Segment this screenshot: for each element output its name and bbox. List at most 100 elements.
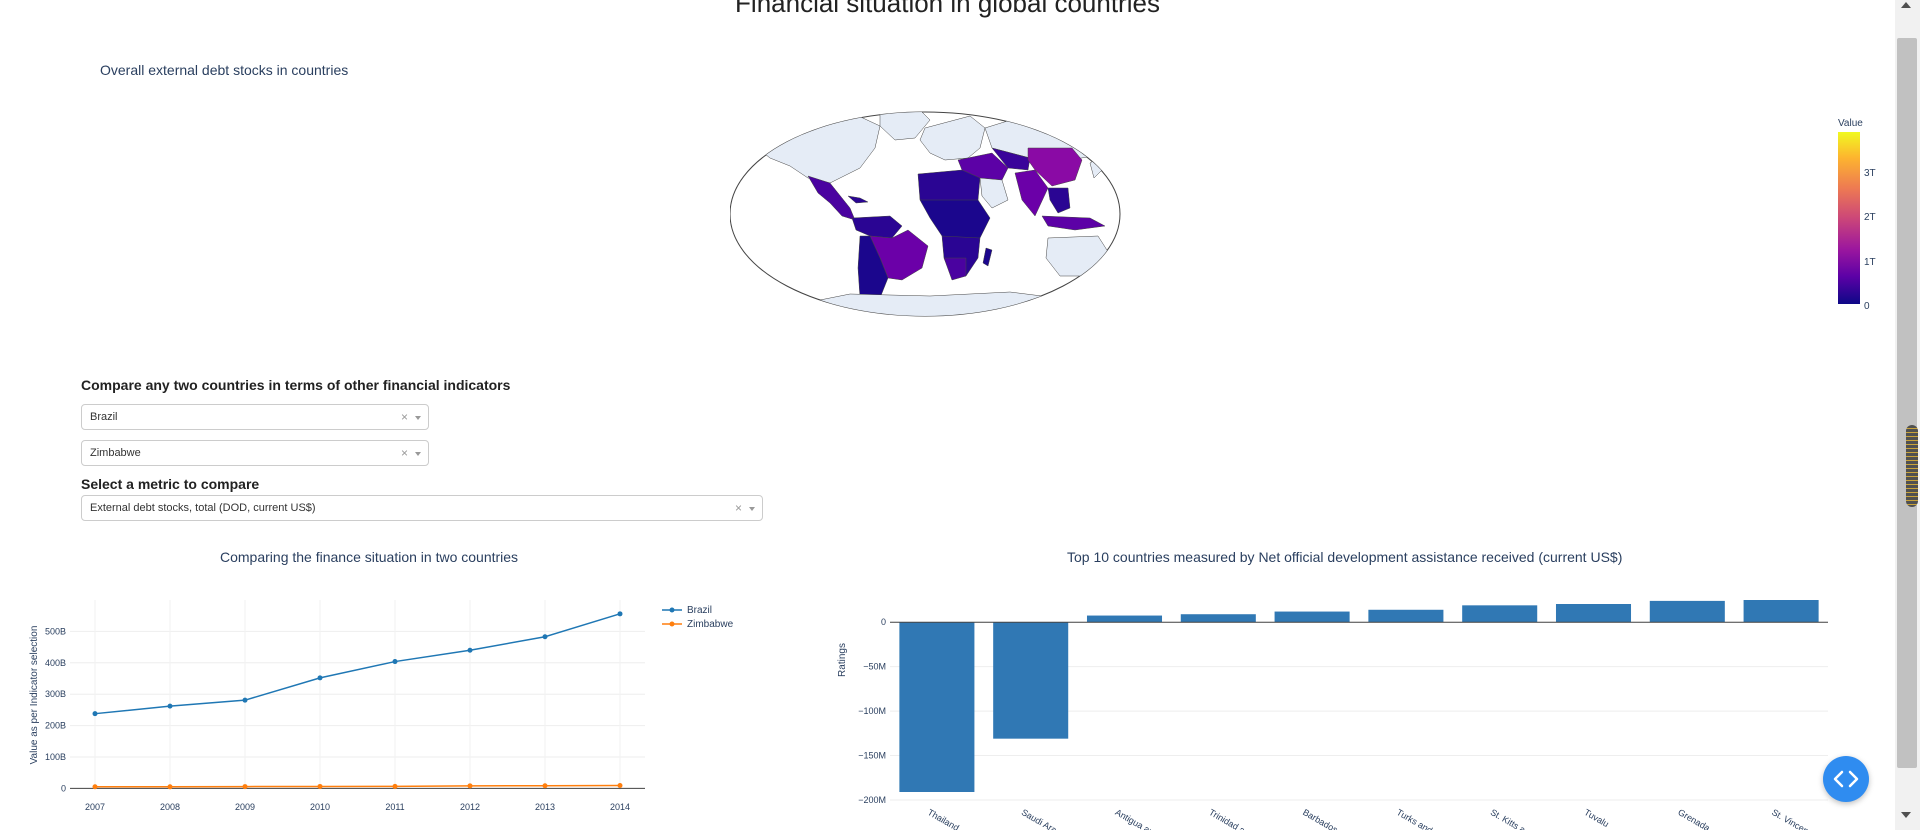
- x-tick-label: 2007: [85, 802, 105, 812]
- bar-7: [1462, 605, 1538, 623]
- x-tick-label: Grenada: [1676, 807, 1711, 830]
- code-brackets-icon: [1833, 770, 1859, 788]
- colorbar-tick: 1T: [1864, 257, 1876, 268]
- bar-5: [1274, 611, 1350, 623]
- data-point-zimbabwe: [467, 783, 473, 789]
- bar-9: [1649, 600, 1725, 623]
- data-point-zimbabwe: [392, 783, 398, 789]
- data-point-brazil: [242, 697, 248, 703]
- legend-label-zimbabwe: Zimbabwe: [687, 619, 734, 630]
- bar-chart[interactable]: 0 −50M −100M −150M −200M Ratings Thailand Saudi…: [830, 585, 1830, 830]
- chevron-down-icon[interactable]: [749, 507, 755, 511]
- x-tick-label: Saudi Ara: [1020, 807, 1059, 830]
- data-point-brazil: [317, 675, 323, 681]
- data-point-zimbabwe: [617, 783, 623, 789]
- x-tick-label: Barbados: [1301, 807, 1340, 830]
- page-title: Financial situation in global countries: [735, 0, 1160, 18]
- clear-country2-icon[interactable]: ×: [401, 446, 409, 460]
- bar-8: [1555, 604, 1632, 623]
- country2-value: Zimbabwe: [90, 447, 141, 459]
- x-tick-label: St. Vincen: [1770, 807, 1810, 830]
- data-point-zimbabwe: [317, 783, 323, 789]
- x-tick-label: Tuvalu: [1583, 807, 1611, 829]
- y-tick-label: 100B: [45, 752, 66, 762]
- x-tick-label: Antigua an: [1114, 807, 1156, 830]
- code-toggle-button[interactable]: [1823, 756, 1869, 802]
- legend-marker-zimbabwe: [669, 621, 675, 627]
- legend-marker-brazil: [669, 607, 675, 613]
- y-tick-label: 0: [881, 617, 886, 627]
- data-point-zimbabwe: [542, 783, 548, 789]
- colorbar-gradient: [1838, 132, 1860, 304]
- y-tick-label: −100M: [858, 706, 886, 716]
- colorbar-tick: 0: [1864, 301, 1870, 312]
- map-region-southeast-asia: [1047, 187, 1071, 214]
- map-region-north-africa: [917, 169, 981, 205]
- map-region-south-africa: [943, 257, 967, 281]
- country2-dropdown[interactable]: Zimbabwe ×: [81, 440, 429, 466]
- y-tick-label: 300B: [45, 689, 66, 699]
- map-region-india: [1014, 169, 1049, 217]
- legend-label-brazil: Brazil: [687, 605, 712, 616]
- map-region-china: [1027, 147, 1083, 187]
- metric-dropdown[interactable]: External debt stocks, total (DOD, curren…: [81, 495, 763, 521]
- map-region-central-asia: [991, 147, 1031, 171]
- x-tick-label: Trinidad an: [1207, 807, 1251, 830]
- series-line-zimbabwe: [94, 784, 621, 788]
- data-point-zimbabwe: [242, 784, 248, 790]
- x-tick-label: St. Kitts a: [1489, 807, 1527, 830]
- map-region-new-zealand: [1111, 277, 1120, 295]
- data-point-brazil: [92, 711, 98, 717]
- country1-value: Brazil: [90, 411, 118, 423]
- scrollbar-thumb[interactable]: [1897, 38, 1917, 768]
- clear-country1-icon[interactable]: ×: [401, 410, 409, 424]
- scrollbar-grip[interactable]: [1906, 425, 1918, 507]
- x-tick-label: 2008: [160, 802, 180, 812]
- world-choropleth-map[interactable]: [730, 108, 1130, 318]
- y-tick-label: −150M: [858, 751, 886, 761]
- y-tick-label: 200B: [45, 721, 66, 731]
- y-tick-label: −200M: [858, 795, 886, 805]
- data-point-brazil: [617, 611, 623, 617]
- chevron-down-icon[interactable]: [415, 416, 421, 420]
- x-tick-label: 2010: [310, 802, 330, 812]
- map-region-arabia: [979, 177, 1009, 209]
- data-point-brazil: [392, 659, 398, 665]
- map-title: Overall external debt stocks in countrie…: [100, 62, 349, 78]
- x-tick-label: 2014: [610, 802, 630, 812]
- bar-2: [993, 622, 1069, 739]
- bar-10: [1743, 600, 1819, 623]
- colorbar-tick: 2T: [1864, 212, 1876, 223]
- map-colorbar: Value 3T 2T 1T 0: [1828, 118, 1920, 318]
- bar-1: [899, 622, 975, 792]
- x-tick-label: Thailand: [926, 807, 961, 830]
- country1-dropdown[interactable]: Brazil ×: [81, 404, 429, 430]
- colorbar-title: Value: [1838, 118, 1863, 129]
- map-region-madagascar: [982, 247, 993, 267]
- map-region-australia: [1045, 235, 1113, 277]
- data-point-zimbabwe: [167, 784, 173, 790]
- y-tick-label: 500B: [45, 626, 66, 636]
- scroll-up-arrow-icon[interactable]: [1901, 2, 1911, 8]
- data-point-brazil: [167, 703, 173, 709]
- bar-3: [1086, 615, 1163, 623]
- y-tick-label: 400B: [45, 658, 66, 668]
- x-tick-label: Turks and: [1395, 807, 1434, 830]
- metric-heading: Select a metric to compare: [81, 476, 260, 492]
- bar-chart-title: Top 10 countries measured by Net officia…: [1067, 549, 1623, 565]
- line-chart[interactable]: 0 100B 200B 300B 400B 500B 2007 2008 2009 2010 201…: [20, 585, 760, 830]
- series-line-brazil: [94, 613, 621, 715]
- chevron-down-icon[interactable]: [415, 452, 421, 456]
- bar-4: [1180, 614, 1256, 623]
- scroll-down-arrow-icon[interactable]: [1901, 812, 1911, 818]
- metric-value: External debt stocks, total (DOD, curren…: [90, 502, 316, 514]
- y-tick-label: −50M: [863, 662, 886, 672]
- bar-6: [1368, 609, 1444, 623]
- y-axis-title: Value as per Indicator selection: [29, 626, 40, 765]
- clear-metric-icon[interactable]: ×: [735, 501, 743, 515]
- x-tick-label: 2011: [385, 802, 404, 812]
- y-tick-label: 0: [61, 783, 66, 793]
- x-tick-label: 2009: [235, 802, 255, 812]
- map-region-caribbean: [847, 195, 869, 204]
- data-point-brazil: [542, 634, 548, 640]
